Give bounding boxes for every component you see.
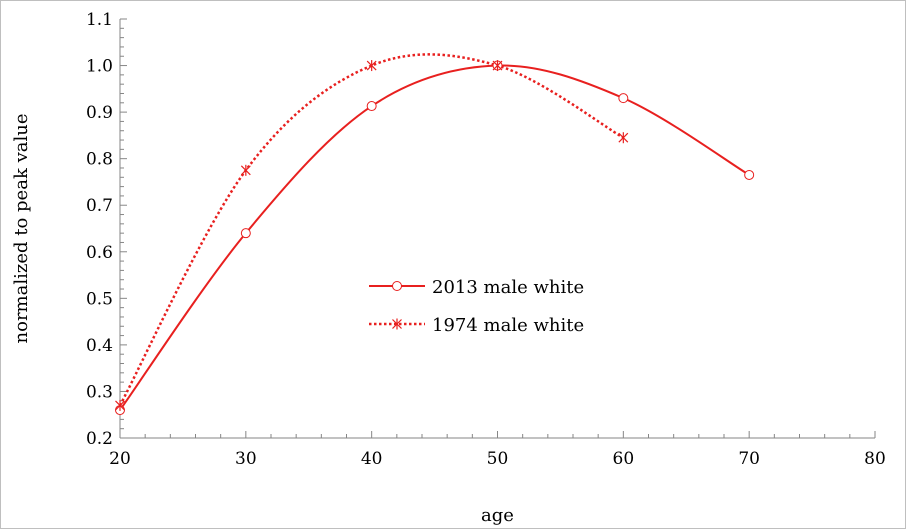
- x-tick-label: 40: [361, 449, 383, 469]
- x-tick-label: 60: [613, 449, 635, 469]
- data-point-0: [618, 93, 629, 104]
- y-tick-label: 0.7: [86, 196, 113, 216]
- series-line-0: [119, 64, 750, 411]
- y-tick-label: 0.4: [86, 336, 113, 356]
- legend-marker-1974: [392, 318, 402, 330]
- data-point-0: [744, 169, 755, 180]
- y-tick-label: 0.5: [86, 289, 113, 309]
- y-tick-label: 1.1: [86, 10, 113, 30]
- y-tick-label: 0.3: [86, 382, 113, 402]
- y-tick-label: 0.2: [86, 429, 113, 449]
- x-tick-label: 30: [235, 449, 257, 469]
- x-tick-label: 20: [109, 449, 131, 469]
- series-markers: [115, 60, 755, 416]
- legend-entry-0: 2013 male white: [369, 277, 584, 298]
- x-axis-title: age: [481, 505, 514, 526]
- data-point-1: [115, 399, 125, 411]
- x-tick-label: 70: [738, 449, 760, 469]
- tick-labels: 0.2 0.3 0.4 0.5 0.6 0.7 0.8 0.9 1.0 1.1 20 30 40 50 60…: [86, 10, 886, 469]
- legend: 2013 male white 1974 male white: [369, 277, 584, 336]
- legend-marker-glyph: [392, 281, 402, 291]
- legend-entry-1: 1974 male white: [369, 315, 584, 336]
- data-point-0: [366, 101, 377, 112]
- axes: [119, 19, 875, 439]
- series-line-1: [118, 53, 624, 406]
- x-tick-label: 50: [487, 449, 509, 469]
- y-tick-label: 1.0: [86, 57, 113, 77]
- y-tick-label: 0.6: [86, 243, 113, 263]
- y-axis-title: normalized to peak value: [11, 114, 32, 344]
- data-point-1: [240, 164, 251, 176]
- y-tick-label: 0.8: [86, 150, 113, 170]
- legend-label-2013: 2013 male white: [432, 277, 584, 298]
- data-point-1: [366, 60, 377, 72]
- tick-marks: [119, 18, 876, 439]
- x-tick-label: 80: [864, 449, 886, 469]
- legend-label-1974: 1974 male white: [432, 315, 584, 336]
- data-point-1: [492, 60, 503, 72]
- legend-marker-2013: [392, 281, 402, 291]
- y-tick-label: 0.9: [86, 103, 113, 123]
- data-point-1: [618, 132, 629, 144]
- data-point-0: [240, 228, 251, 239]
- series-lines: [118, 53, 750, 411]
- legend-marker-glyph: [392, 318, 402, 330]
